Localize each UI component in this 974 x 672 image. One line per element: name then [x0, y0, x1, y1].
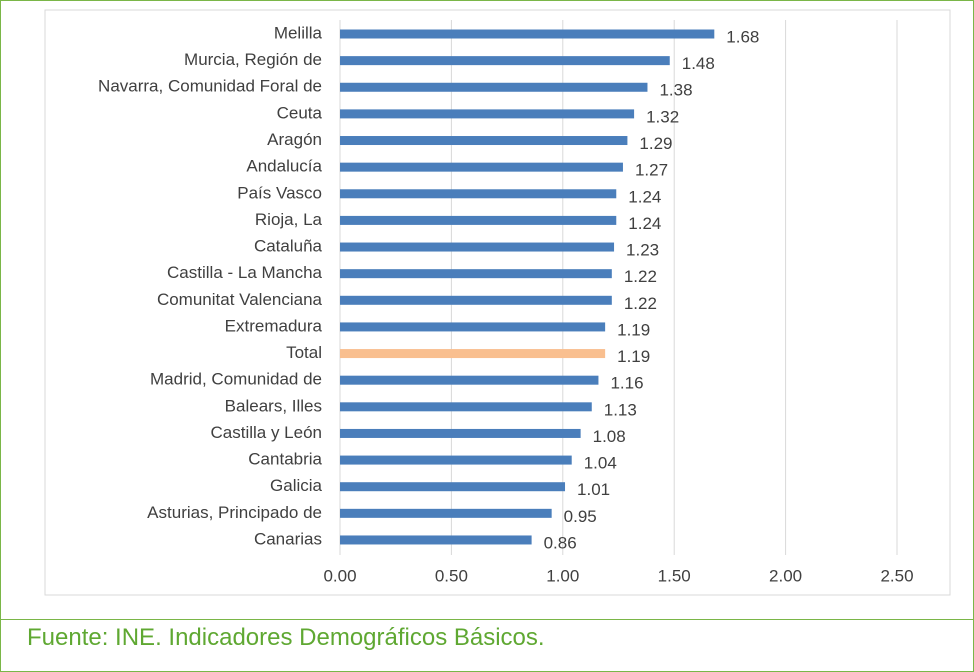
value-label: 0.86	[544, 533, 577, 552]
value-label: 1.22	[624, 267, 657, 286]
bar	[340, 56, 670, 66]
bar	[340, 136, 628, 146]
bar	[340, 162, 623, 172]
x-tick-label: 0.00	[323, 566, 356, 585]
value-label: 1.19	[617, 320, 650, 339]
y-tick-label: Melilla	[274, 23, 323, 42]
value-label: 1.32	[646, 107, 679, 126]
bar	[340, 428, 581, 438]
bar	[340, 375, 599, 385]
y-tick-label: Galicia	[270, 476, 323, 495]
separator	[0, 619, 974, 620]
x-tick-label: 2.50	[880, 566, 913, 585]
y-tick-label: País Vasco	[237, 183, 322, 202]
value-label: 1.13	[604, 400, 637, 419]
x-tick-label: 0.50	[435, 566, 468, 585]
chart: 0.00 0.50 1.00 1.50 2.00 2.50 Melilla 1.68 Murci…	[44, 9, 951, 596]
bar	[340, 455, 572, 465]
bar	[340, 322, 606, 332]
value-label: 1.24	[628, 187, 661, 206]
bar	[340, 535, 532, 545]
bar	[340, 29, 715, 39]
y-tick-label: Cantabria	[248, 450, 322, 469]
y-tick-label: Aragón	[267, 130, 322, 149]
value-label: 1.48	[682, 54, 715, 73]
y-tick-label: Rioja, La	[255, 210, 323, 229]
y-tick-label: Extremadura	[225, 316, 323, 335]
plot-frame	[44, 9, 951, 596]
y-tick-label: Total	[286, 343, 322, 362]
value-label: 1.23	[626, 241, 659, 260]
value-label: 1.01	[577, 480, 610, 499]
y-tick-label: Andalucía	[246, 157, 322, 176]
y-tick-label: Madrid, Comunidad de	[150, 370, 322, 389]
value-label: 1.68	[726, 27, 759, 46]
bar	[340, 109, 635, 119]
value-label: 1.38	[659, 81, 692, 100]
bar	[340, 215, 617, 225]
value-label: 1.08	[593, 427, 626, 446]
y-tick-label: Murcia, Región de	[184, 50, 322, 69]
y-tick-label: Asturias, Principado de	[147, 503, 322, 522]
bar	[340, 295, 612, 305]
y-tick-label: Canarias	[254, 529, 322, 548]
source-note: Fuente: INE. Indicadores Demográficos Bá…	[27, 624, 545, 651]
bar	[340, 508, 552, 518]
bar	[340, 242, 615, 252]
y-tick-label: Ceuta	[277, 103, 323, 122]
value-label: 0.95	[564, 507, 597, 526]
bar	[340, 189, 617, 199]
bar	[340, 269, 612, 279]
bar	[340, 402, 592, 412]
x-tick-label: 1.00	[546, 566, 579, 585]
bar	[340, 482, 566, 492]
y-tick-label: Balears, Illes	[225, 396, 322, 415]
value-label: 1.29	[639, 134, 672, 153]
y-tick-label: Castilla - La Mancha	[167, 263, 323, 282]
value-label: 1.16	[610, 374, 643, 393]
x-tick-label: 2.00	[769, 566, 802, 585]
bar	[340, 349, 606, 359]
value-label: 1.04	[584, 454, 617, 473]
y-tick-label: Cataluña	[254, 237, 323, 256]
value-label: 1.19	[617, 347, 650, 366]
value-label: 1.27	[635, 161, 668, 180]
y-tick-label: Comunitat Valenciana	[157, 290, 323, 309]
value-label: 1.22	[624, 294, 657, 313]
y-tick-label: Navarra, Comunidad Foral de	[98, 77, 322, 96]
y-tick-label: Castilla y León	[210, 423, 322, 442]
bar	[340, 82, 648, 92]
value-label: 1.24	[628, 214, 661, 233]
x-tick-label: 1.50	[658, 566, 691, 585]
